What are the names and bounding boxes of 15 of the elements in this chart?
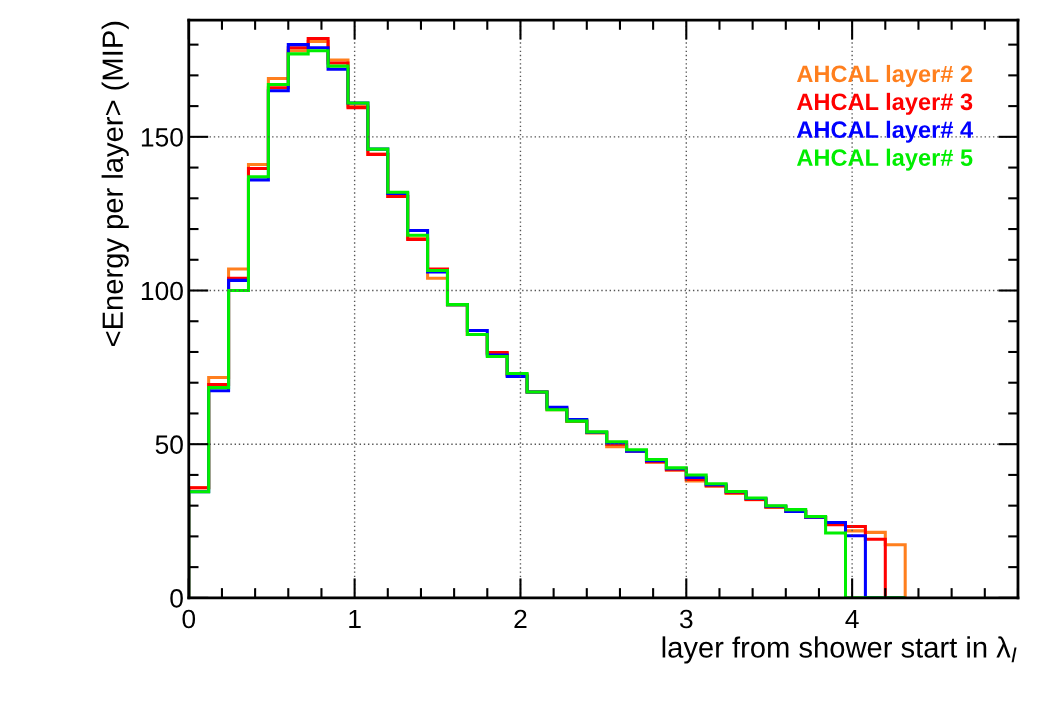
x-tick-label: 3 xyxy=(679,609,693,629)
y-tick-label: 100 xyxy=(141,281,183,301)
y-tick-label: 0 xyxy=(170,588,183,608)
text: AHCAL layer# 5 xyxy=(796,148,973,171)
x-axis-title: layer from shower start in λ$_{I}$ xyxy=(662,636,1017,664)
y-tick-label: 150 xyxy=(141,127,183,147)
y-axis-title: <Energy per layer> (MIP) xyxy=(101,21,129,347)
x-tick-label: 0 xyxy=(182,609,196,629)
y-tick-label: 50 xyxy=(155,435,183,455)
text: AHCAL layer# 2 xyxy=(796,64,973,87)
x-tick-label: 4 xyxy=(845,609,859,629)
text: AHCAL layer# 4 xyxy=(796,120,973,143)
x-tick-label: 1 xyxy=(349,609,361,629)
text: AHCAL layer# 3 xyxy=(796,92,973,115)
x-tick-label: 2 xyxy=(514,609,527,629)
